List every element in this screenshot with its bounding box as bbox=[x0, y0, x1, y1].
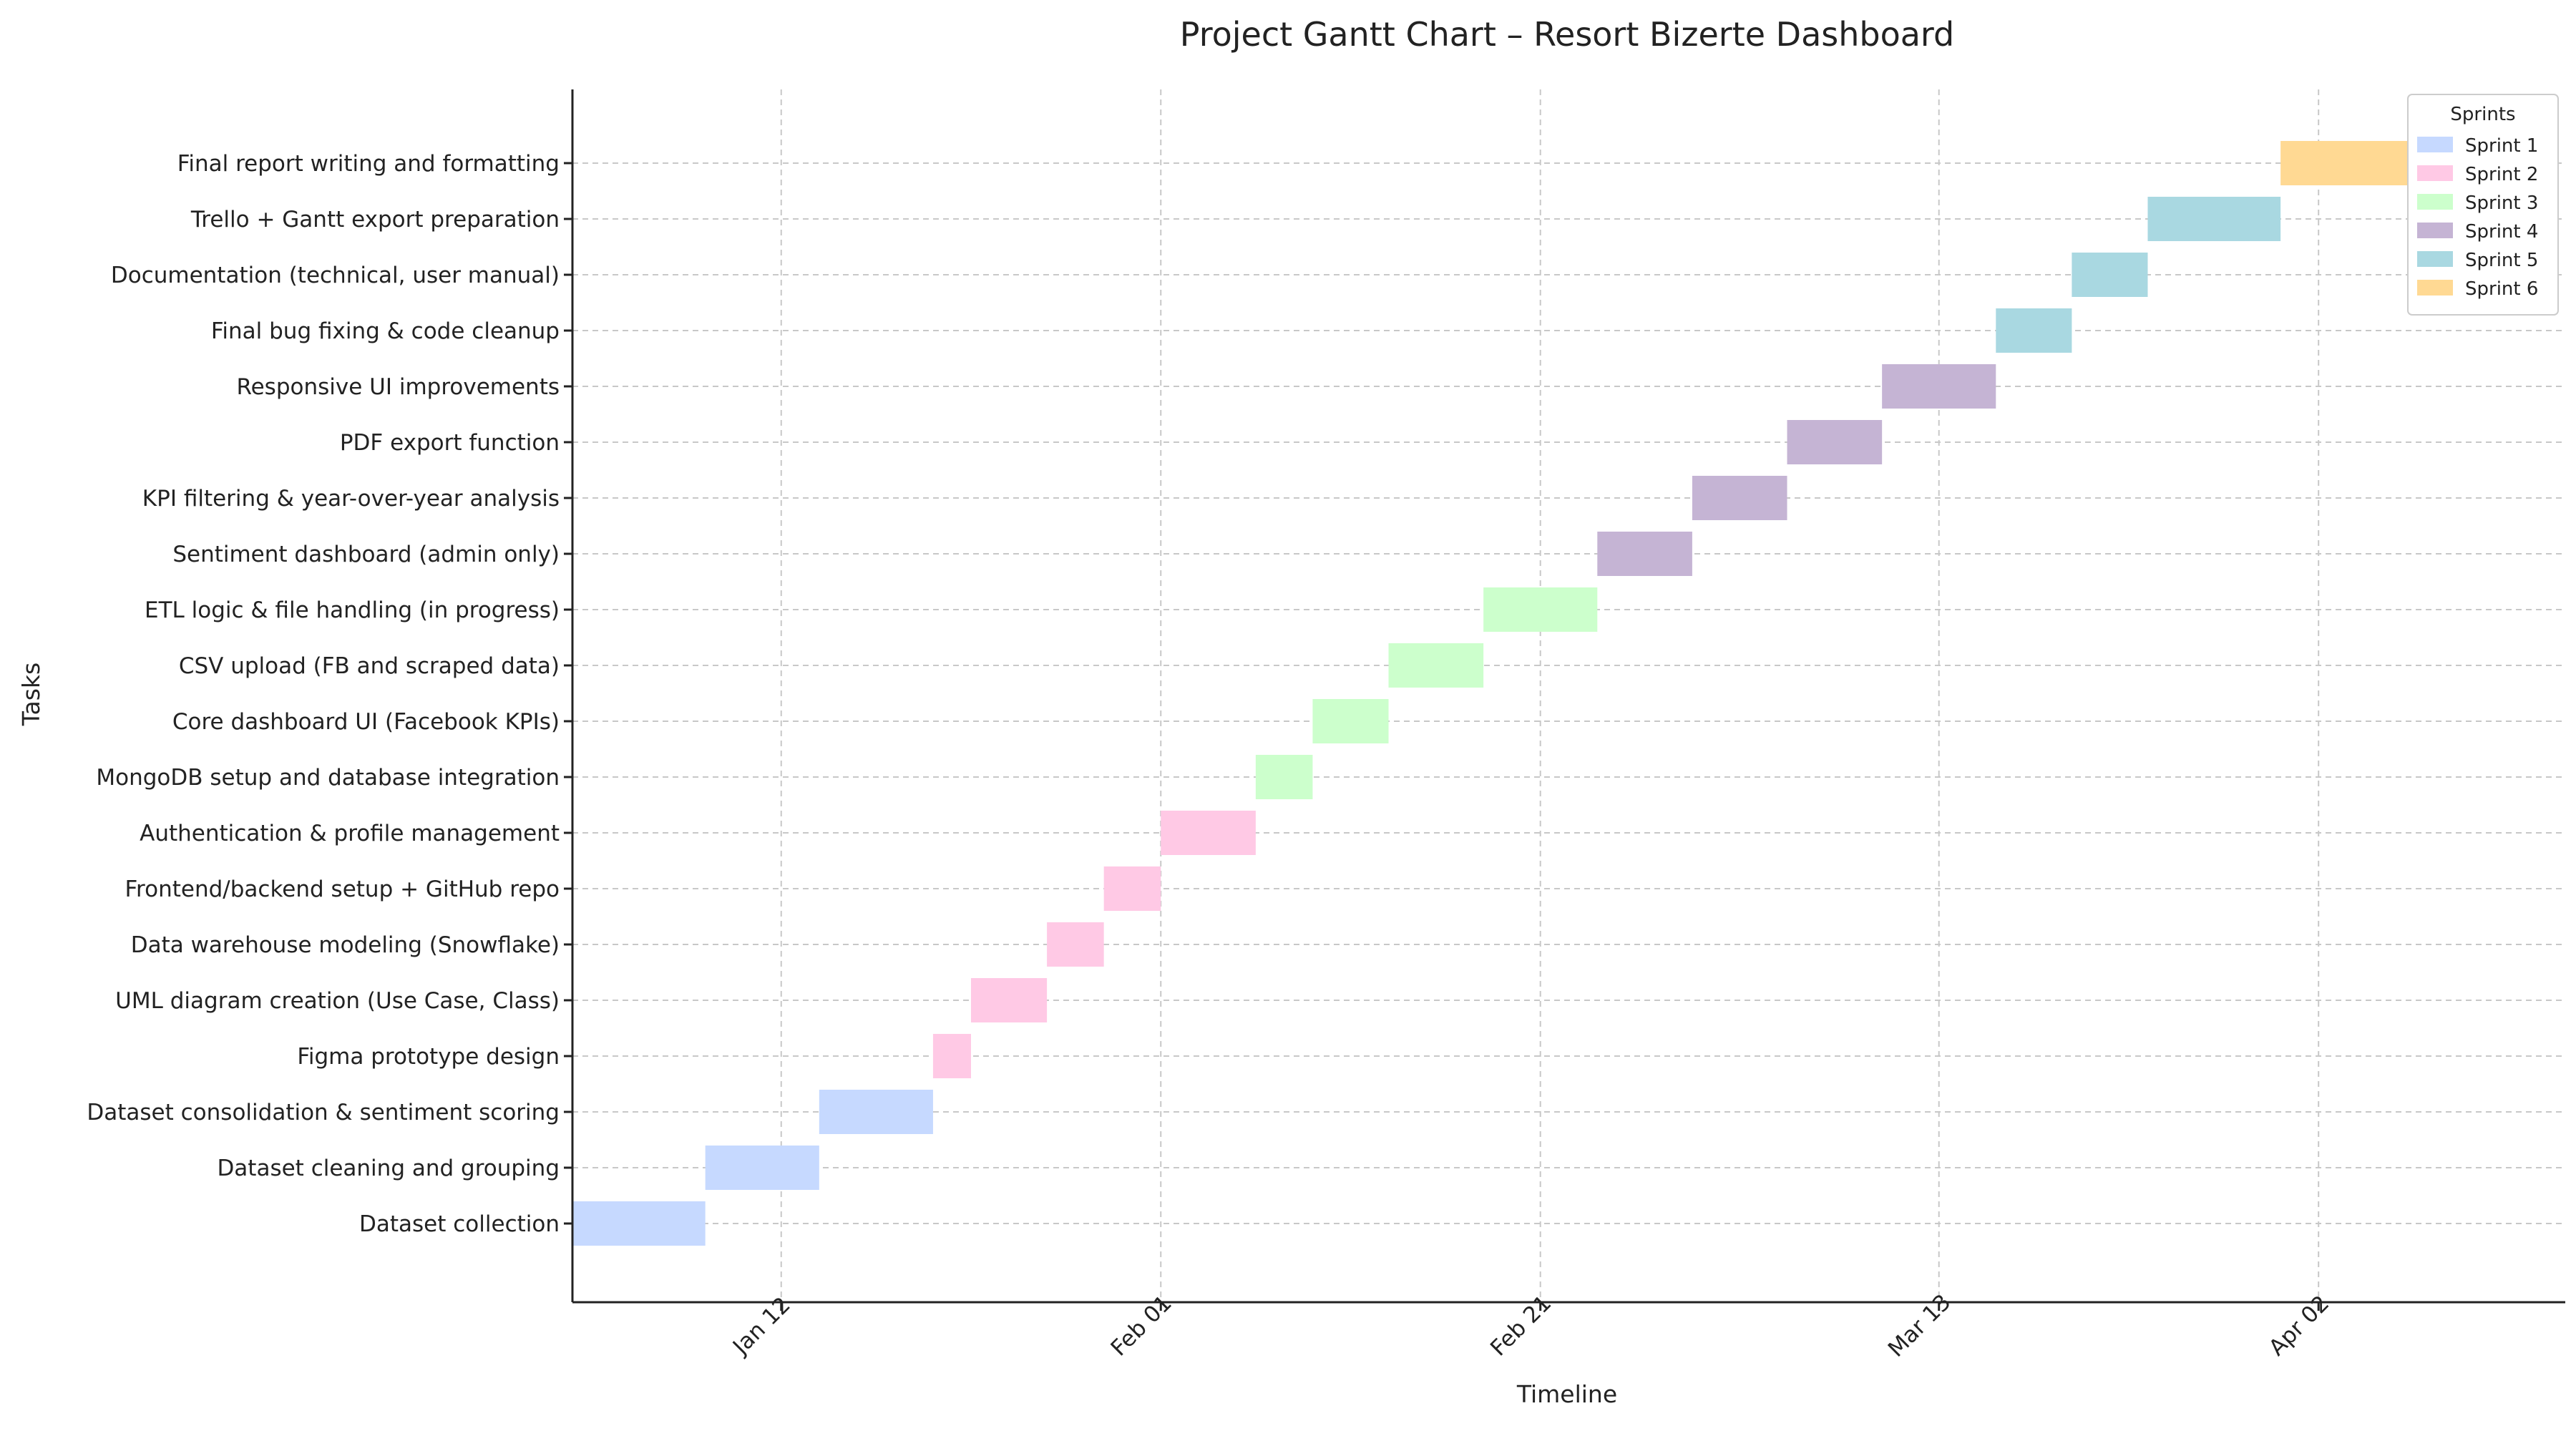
gantt-bar bbox=[572, 1201, 706, 1246]
legend-swatch bbox=[2417, 251, 2453, 267]
gantt-bar bbox=[1996, 308, 2072, 353]
gantt-bar bbox=[1255, 755, 1313, 799]
gantt-bar bbox=[1161, 811, 1256, 855]
gantt-bar bbox=[1882, 364, 1996, 409]
x-tick-label: Mar 13 bbox=[1883, 1289, 1956, 1362]
y-tick-label: UML diagram creation (Use Case, Class) bbox=[115, 988, 560, 1014]
legend-label: Sprint 6 bbox=[2465, 278, 2538, 300]
legend-swatch bbox=[2417, 223, 2453, 238]
y-tick-label: Responsive UI improvements bbox=[236, 374, 560, 400]
legend-swatch bbox=[2417, 280, 2453, 296]
gantt-bar bbox=[1103, 866, 1161, 911]
gantt-bar bbox=[971, 978, 1048, 1022]
legend-title: Sprints bbox=[2450, 104, 2515, 125]
legend-swatch bbox=[2417, 194, 2453, 210]
y-tick-label: Dataset collection bbox=[359, 1211, 560, 1237]
y-tick-label: Frontend/backend setup + GitHub repo bbox=[125, 876, 560, 902]
gantt-bar bbox=[1047, 922, 1104, 967]
legend-swatch bbox=[2417, 165, 2453, 181]
y-tick-labels: Dataset collection Dataset cleaning and g… bbox=[87, 151, 560, 1237]
y-axis-label: Tasks bbox=[17, 663, 45, 726]
gantt-bar bbox=[1787, 420, 1883, 464]
gantt-bar bbox=[819, 1090, 933, 1134]
y-tick-label: Data warehouse modeling (Snowflake) bbox=[131, 932, 560, 958]
gantt-bar bbox=[1483, 587, 1598, 632]
legend: Sprints Sprint 1 Sprint 2 Sprint 3 Sprint 4… bbox=[2407, 94, 2559, 316]
gantt-bar bbox=[2147, 197, 2281, 241]
y-tick-label: Documentation (technical, user manual) bbox=[111, 263, 560, 288]
gantt-bar bbox=[1597, 532, 1692, 576]
y-tick-label: Sentiment dashboard (admin only) bbox=[172, 542, 560, 567]
axes-layer bbox=[564, 89, 2565, 1311]
gantt-bar bbox=[932, 1034, 971, 1078]
y-tick-label: Figma prototype design bbox=[297, 1044, 560, 1070]
y-tick-label: ETL logic & file handling (in progress) bbox=[145, 597, 560, 623]
y-tick-label: Dataset cleaning and grouping bbox=[217, 1156, 560, 1181]
y-tick-label: KPI filtering & year-over-year analysis bbox=[142, 486, 560, 512]
gantt-bar bbox=[1692, 476, 1787, 520]
y-tick-label: Trello + Gantt export preparation bbox=[190, 207, 560, 233]
x-tick-label: Feb 01 bbox=[1106, 1290, 1177, 1361]
y-tick-label: Core dashboard UI (Facebook KPIs) bbox=[172, 709, 560, 735]
y-tick-label: MongoDB setup and database integration bbox=[96, 765, 560, 791]
legend-items: Sprint 1 Sprint 2 Sprint 3 Sprint 4 Sprint 5… bbox=[2417, 135, 2538, 300]
y-tick-label: PDF export function bbox=[340, 430, 560, 456]
x-tick-label: Feb 21 bbox=[1485, 1290, 1556, 1361]
y-tick-label: Dataset consolidation & sentiment scorin… bbox=[87, 1100, 560, 1125]
bars-layer bbox=[572, 141, 2471, 1246]
gantt-bar bbox=[705, 1146, 819, 1190]
x-tick-labels: Jan 12 Feb 01 Feb 21 Mar 13 Apr 02 bbox=[727, 1289, 2334, 1362]
legend-swatch bbox=[2417, 137, 2453, 152]
gantt-bar bbox=[1388, 643, 1484, 688]
y-tick-label: Final report writing and formatting bbox=[177, 151, 560, 177]
gantt-bar bbox=[2072, 253, 2148, 297]
y-tick-label: CSV upload (FB and scraped data) bbox=[179, 653, 560, 679]
legend-label: Sprint 1 bbox=[2465, 135, 2538, 157]
y-tick-label: Authentication & profile management bbox=[140, 821, 560, 846]
chart-title: Project Gantt Chart – Resort Bizerte Das… bbox=[1180, 15, 1954, 54]
legend-label: Sprint 3 bbox=[2465, 192, 2538, 214]
gantt-bar bbox=[1312, 699, 1389, 743]
y-tick-label: Final bug fixing & code cleanup bbox=[211, 318, 560, 344]
legend-label: Sprint 5 bbox=[2465, 250, 2538, 271]
legend-label: Sprint 4 bbox=[2465, 221, 2538, 243]
grid-layer bbox=[572, 89, 2565, 1302]
legend-label: Sprint 2 bbox=[2465, 164, 2538, 185]
x-axis-label: Timeline bbox=[1516, 1380, 1617, 1408]
